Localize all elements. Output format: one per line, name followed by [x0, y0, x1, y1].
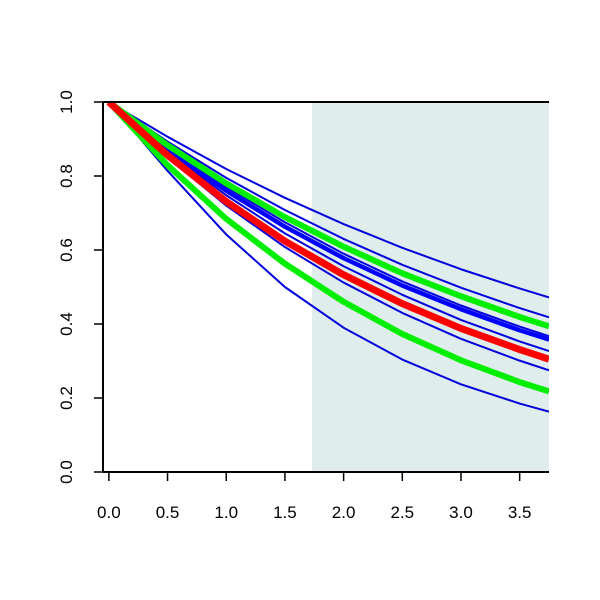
y-axis: 0.0 0.2 0.4 0.6 0.8 1.0 — [57, 90, 103, 484]
x-tick-label: 1.0 — [214, 503, 238, 522]
x-tick-label: 0.0 — [97, 503, 121, 522]
y-tick-label: 0.8 — [57, 164, 76, 188]
y-tick-label: 0.0 — [57, 460, 76, 484]
series-line-5 — [108, 102, 549, 352]
y-tick-label: 1.0 — [57, 90, 76, 114]
x-axis: 0.0 0.5 1.0 1.5 2.0 2.5 3.0 3.5 — [97, 472, 531, 522]
series-line-8 — [108, 102, 549, 413]
series-line-12 — [106, 102, 549, 363]
series-line-2 — [108, 102, 549, 319]
y-tick-label: 0.4 — [57, 312, 76, 336]
x-tick-label: 1.5 — [273, 503, 297, 522]
series-line-9 — [107, 102, 549, 342]
y-tick-label: 0.6 — [57, 238, 76, 262]
series-layer — [106, 102, 549, 413]
x-tick-label: 0.5 — [156, 503, 180, 522]
x-tick-label: 3.0 — [449, 503, 473, 522]
x-tick-label: 3.5 — [508, 503, 532, 522]
series-line-1 — [108, 102, 549, 299]
y-tick-label: 0.2 — [57, 386, 76, 410]
series-line-10 — [107, 102, 549, 330]
x-tick-label: 2.0 — [332, 503, 356, 522]
x-tick-label: 2.5 — [390, 503, 414, 522]
series-line-11 — [106, 102, 549, 395]
